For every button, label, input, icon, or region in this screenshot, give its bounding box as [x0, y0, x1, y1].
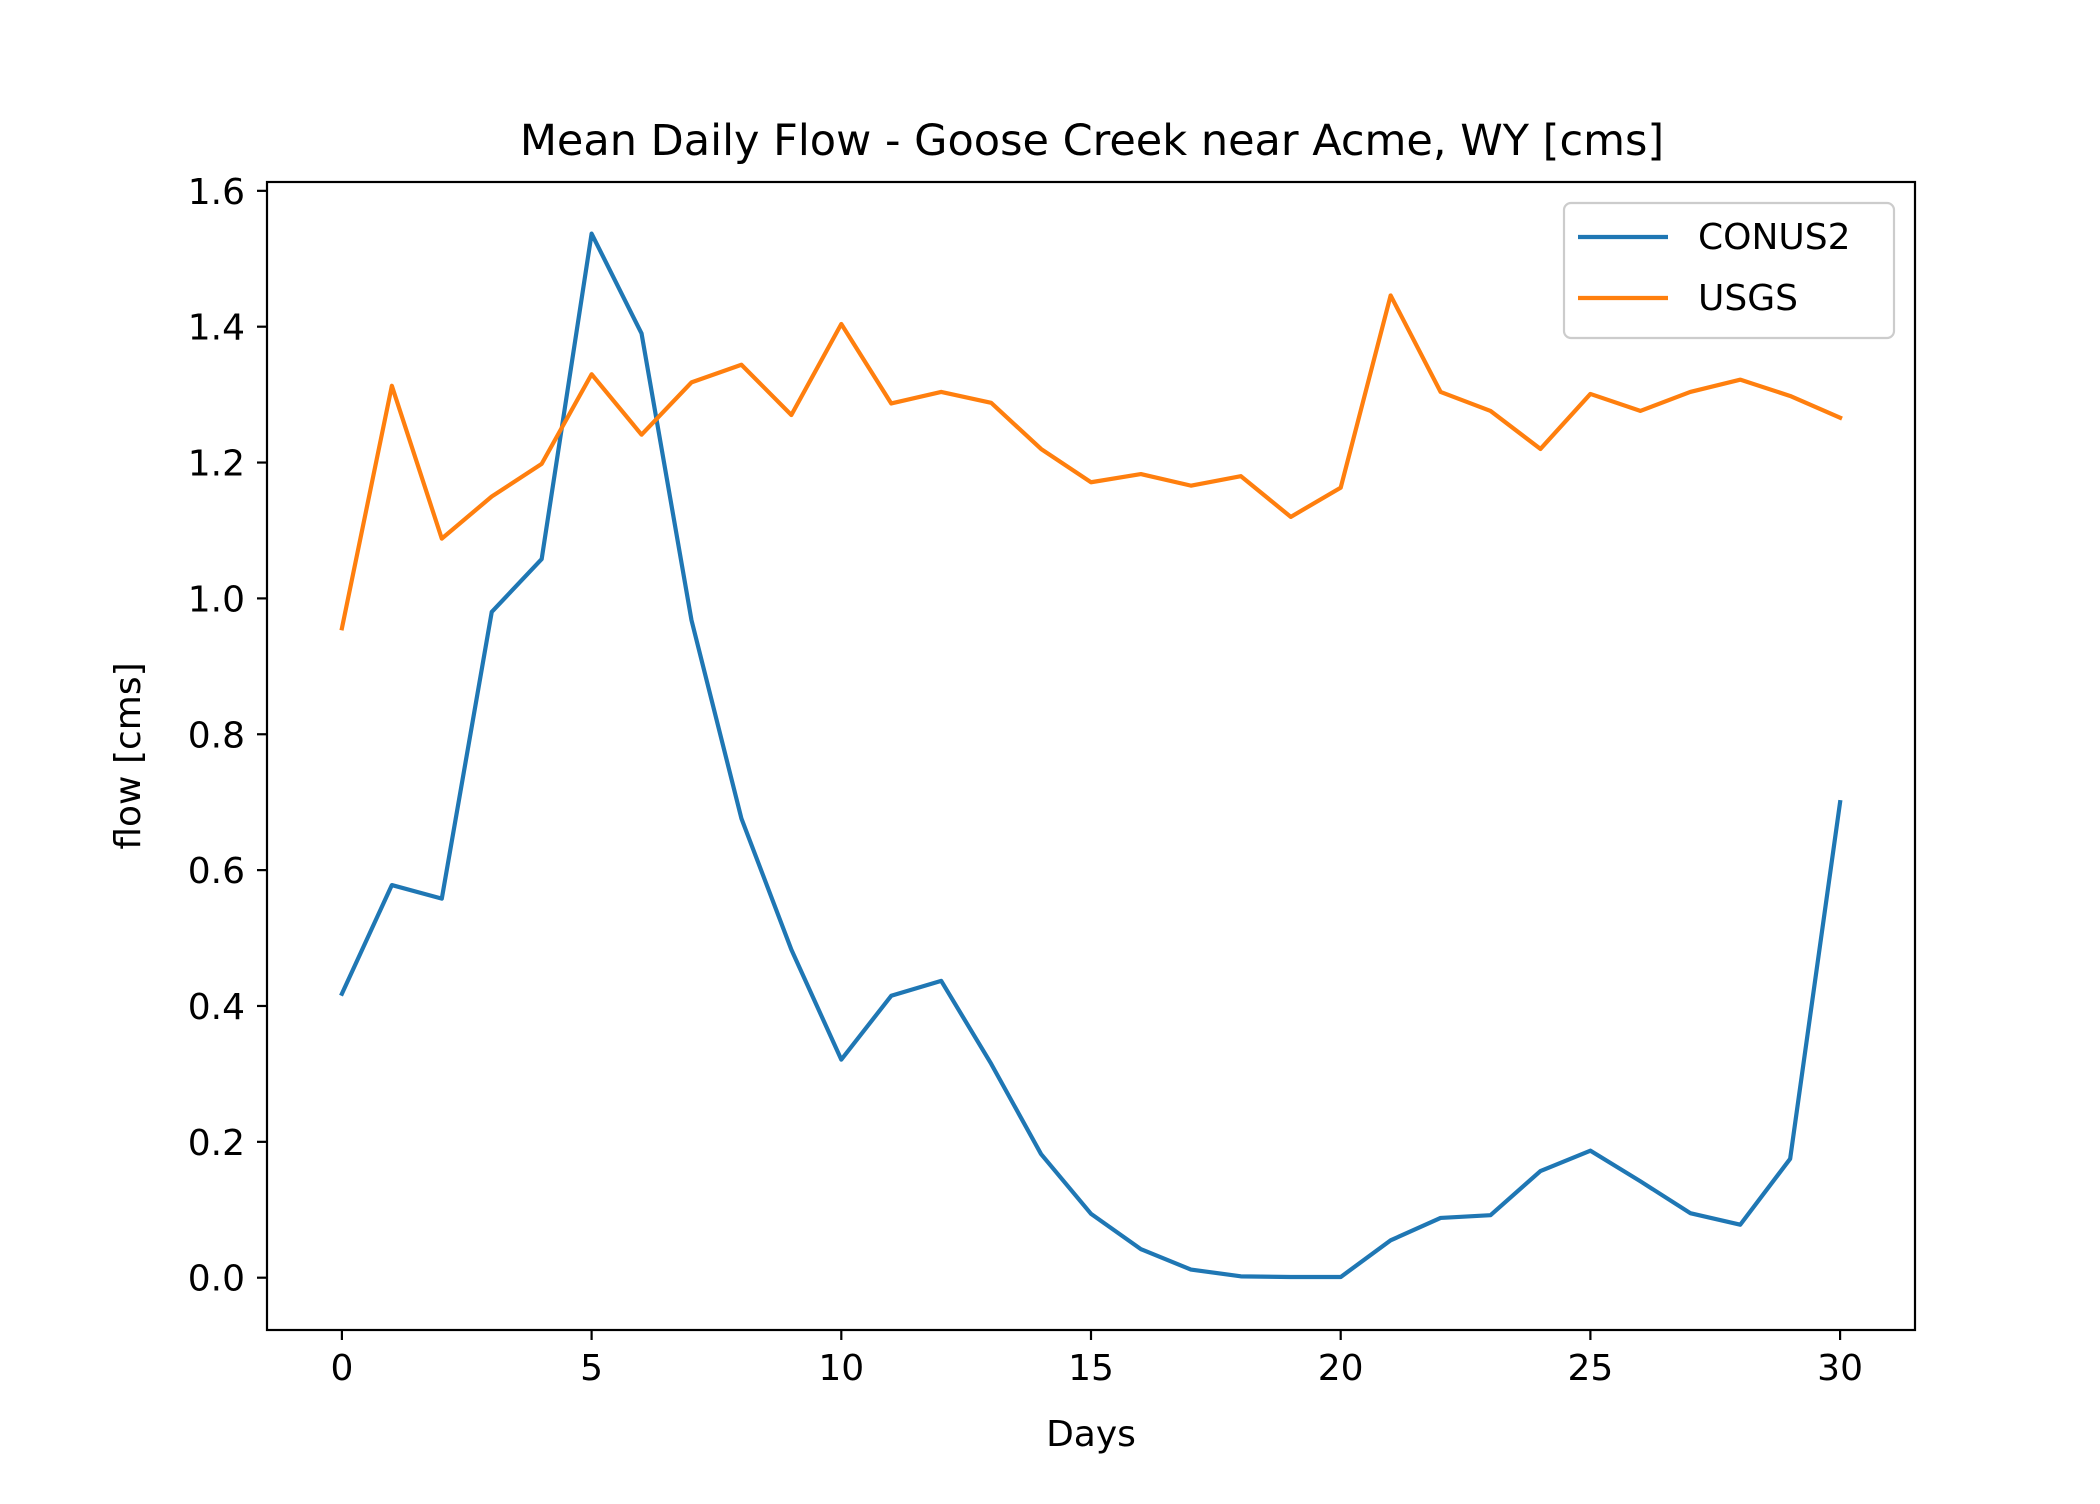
- y-tick-label: 0.8: [188, 715, 245, 756]
- x-tick-label: 0: [330, 1348, 353, 1389]
- x-axis-label: Days: [1046, 1414, 1136, 1455]
- y-tick-label: 1.6: [188, 172, 245, 213]
- x-tick-label: 25: [1567, 1348, 1613, 1389]
- y-tick-label: 1.0: [188, 579, 245, 620]
- legend: CONUS2 USGS: [1562, 201, 1896, 340]
- y-axis: 0.0 0.2 0.4 0.6 0.8 1.0 1.2 1.4 1.6: [188, 172, 267, 1300]
- y-tick-label: 0.2: [188, 1123, 245, 1164]
- y-tick-label: 1.2: [188, 444, 245, 485]
- x-tick-label: 15: [1068, 1348, 1114, 1389]
- series-layer: [339, 231, 1843, 1280]
- y-axis-label: flow [cms]: [108, 662, 149, 849]
- series-line-conus2: [339, 231, 1843, 1280]
- series-line-usgs: [339, 293, 1843, 631]
- chart-title: Mean Daily Flow - Goose Creek near Acme,…: [520, 116, 1664, 166]
- y-tick-label: 0.0: [188, 1259, 245, 1300]
- x-tick-label: 30: [1817, 1348, 1863, 1389]
- legend-label-usgs: USGS: [1698, 278, 1798, 319]
- x-tick-label: 10: [818, 1348, 864, 1389]
- x-tick-label: 5: [580, 1348, 603, 1389]
- y-tick-label: 1.4: [188, 308, 245, 349]
- y-tick-label: 0.6: [188, 851, 245, 892]
- x-tick-label: 20: [1318, 1348, 1364, 1389]
- y-tick-label: 0.4: [188, 987, 245, 1028]
- legend-label-conus2: CONUS2: [1698, 217, 1851, 258]
- x-axis: 0 5 10 15 20 25 30: [330, 1330, 1863, 1389]
